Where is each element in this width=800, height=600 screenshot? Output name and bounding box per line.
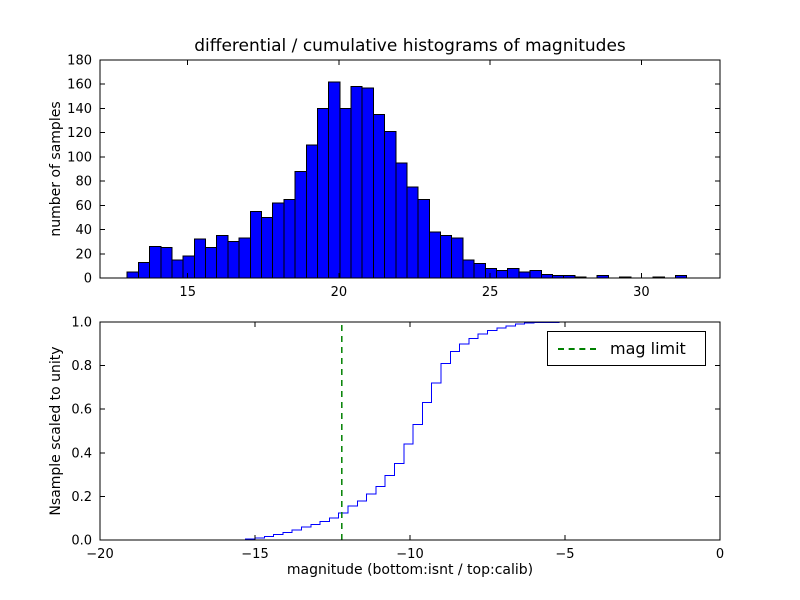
svg-text:0.6: 0.6 <box>71 403 92 418</box>
svg-text:20: 20 <box>331 285 348 300</box>
svg-text:0.4: 0.4 <box>71 446 92 461</box>
svg-text:160: 160 <box>67 78 92 93</box>
svg-text:180: 180 <box>67 54 92 69</box>
bottom-xlabel: magnitude (bottom:isnt / top:calib) <box>286 562 534 578</box>
svg-text:−5: −5 <box>555 547 574 562</box>
svg-text:30: 30 <box>633 285 650 300</box>
svg-text:140: 140 <box>67 102 92 117</box>
svg-text:0.8: 0.8 <box>71 359 92 374</box>
svg-text:−10: −10 <box>396 547 423 562</box>
chart-title: differential / cumulative histograms of … <box>194 36 626 56</box>
svg-text:0: 0 <box>84 272 92 287</box>
svg-text:60: 60 <box>75 199 92 214</box>
svg-text:0.2: 0.2 <box>71 490 92 505</box>
legend-label: mag limit <box>610 339 686 358</box>
svg-text:1.0: 1.0 <box>71 316 92 331</box>
svg-text:80: 80 <box>75 175 92 190</box>
svg-text:15: 15 <box>179 285 196 300</box>
svg-text:120: 120 <box>67 126 92 141</box>
svg-text:−15: −15 <box>241 547 268 562</box>
top-ylabel: number of samples <box>48 101 64 237</box>
svg-text:0: 0 <box>716 547 724 562</box>
svg-text:0.0: 0.0 <box>71 534 92 549</box>
svg-text:40: 40 <box>75 223 92 238</box>
svg-text:25: 25 <box>482 285 499 300</box>
svg-text:20: 20 <box>75 247 92 262</box>
svg-text:−20: −20 <box>86 547 113 562</box>
legend-dashed-line-icon <box>558 347 596 350</box>
legend-box: mag limit <box>547 331 706 366</box>
bottom-ylabel: Nsample scaled to unity <box>48 346 64 516</box>
svg-text:100: 100 <box>67 150 92 165</box>
